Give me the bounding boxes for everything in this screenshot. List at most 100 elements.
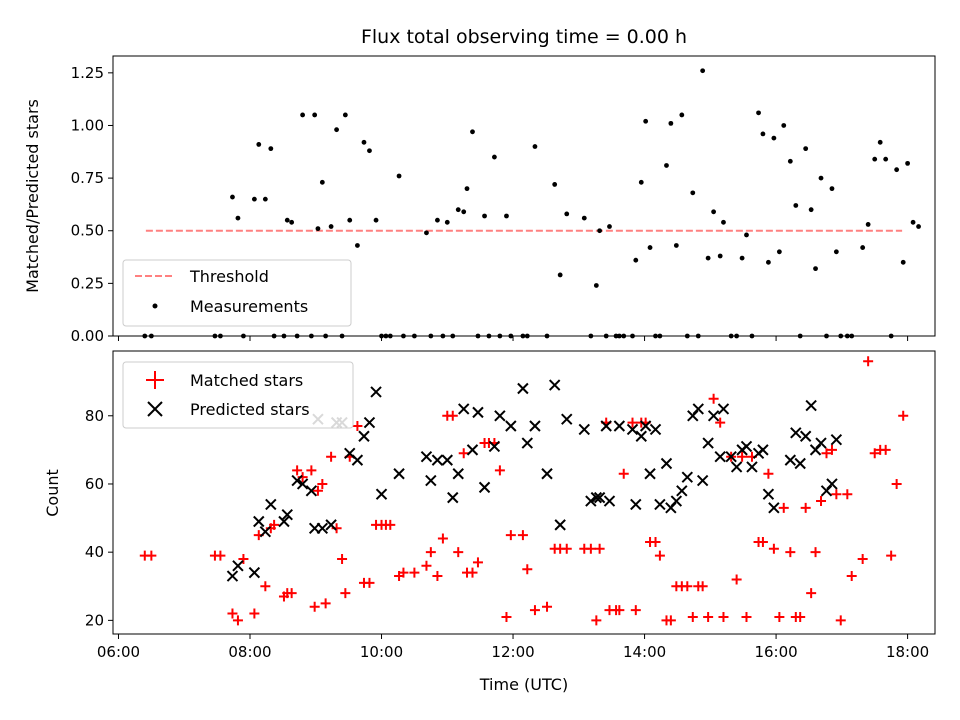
measurement-point [818,175,824,181]
top-marks [142,68,921,339]
matched-star-point [886,550,897,561]
measurement-point [813,266,818,272]
measurement-point [744,232,749,238]
predicted-star-point [447,491,459,504]
predicted-star-point [232,560,244,572]
measurement-point [900,259,906,265]
predicted-star-point [305,485,318,497]
predicted-star-point [248,566,261,579]
matched-star-point [260,581,271,592]
matched-star-point [591,615,602,626]
matched-star-point [737,451,748,462]
matched-star-point [703,611,714,622]
matched-star-point [364,577,375,588]
predicted-star-point [635,430,647,442]
predicted-star-point [291,474,303,487]
predicted-star-point [494,410,506,422]
predicted-star-point [826,478,838,490]
matched-star-point [529,605,540,616]
x-tick-label: 14:00 [623,643,666,661]
y-tick-label: 80 [85,407,104,425]
bottom-marks [139,356,909,626]
predicted-star-point [600,420,612,432]
predicted-star-point [561,413,573,425]
measurement-point [470,129,475,135]
matched-star-point [785,547,796,558]
bottom-x-axis-label: Time (UTC) [479,675,568,694]
predicted-star-point [517,382,529,395]
measurement-point [268,146,274,152]
predicted-star-point [431,454,444,466]
measurement-point [435,217,440,223]
measurement-point [728,333,734,339]
predicted-star-point [805,399,817,412]
top-legend-box [122,259,352,327]
x-tick-label: 12:00 [491,643,534,661]
bottom-plot-area [112,350,936,635]
measurement-point [328,224,334,229]
measurement-point [557,272,563,278]
matched-star-point [614,605,625,616]
matched-star-point [269,519,280,530]
matched-star-point [741,611,752,622]
matched-star-point [561,543,572,554]
measurement-point [781,123,787,128]
measurement-point [396,173,402,179]
predicted-star-point [740,440,753,453]
y-tick-label: 1.00 [71,116,104,134]
legend-matched-label: Matched stars [190,371,303,390]
y-tick-label: 20 [85,611,104,629]
bottom-legend-box [122,361,354,429]
measurement-point [593,283,599,288]
matched-star-point [317,478,328,489]
predicted-star-point [613,420,626,432]
measurement-point [319,179,325,185]
y-tick-label: 0.50 [71,222,104,240]
matched-star-point [542,601,553,612]
matched-star-point [835,615,846,626]
predicted-star-point [649,423,662,436]
measurement-point [387,333,393,339]
matched-star-point [232,615,243,626]
predicted-star-point [488,440,501,453]
matched-star-point [425,547,436,558]
measurement-point [771,135,777,141]
legend-predicted-x [147,401,163,417]
matched-star-point [778,502,789,513]
predicted-star-point [681,471,694,483]
predicted-star-point [603,495,616,507]
measurement-point [844,333,850,339]
matched-star-point [320,598,331,609]
top-y-axis-label: Matched/Predicted stars [23,99,42,293]
measurement-point [424,230,429,236]
bottom-y-axis-label: Count [43,469,62,517]
predicted-star-point [316,522,329,535]
measurement-point [717,253,723,259]
measurement-point [379,333,384,339]
measurement-point [633,257,639,263]
predicted-star-point [590,491,603,504]
measurement-point [734,333,740,339]
matched-star-point [505,530,516,541]
predicted-star-point [425,474,437,487]
x-tick-label: 10:00 [360,643,403,661]
matched-star-point [846,571,857,582]
matched-star-point [447,410,458,421]
matched-star-point [810,547,821,558]
matched-star-point [517,530,528,541]
measurement-point [673,243,679,248]
predicted-star-point [472,406,484,419]
predicted-star-point [265,498,277,511]
matched-star-point [654,550,665,561]
measurement-point [588,333,594,339]
y-tick-label: 40 [85,543,104,561]
predicted-star-point [660,457,673,470]
measurement-point [482,213,487,219]
predicted-star-point [762,488,775,500]
predicted-star-point [548,379,561,391]
predicted-star-point [593,491,606,504]
measurement-point [367,148,372,154]
measurement-point [323,333,329,339]
legend-threshold-label: Threshold [189,267,269,286]
matched-star-point [650,536,661,547]
